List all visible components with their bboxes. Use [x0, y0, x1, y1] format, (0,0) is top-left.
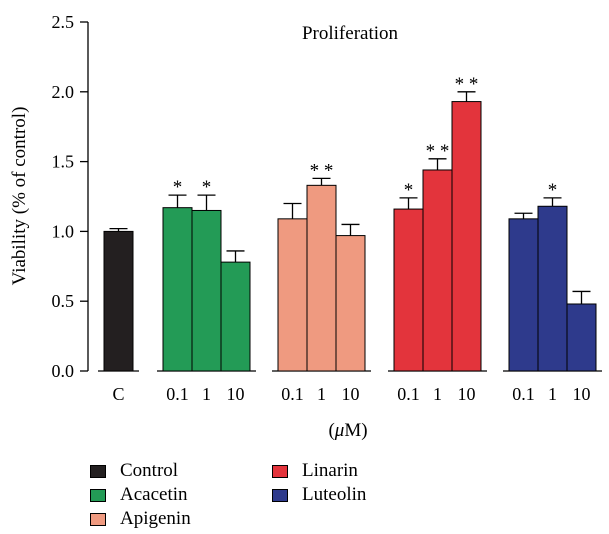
legend-label-luteolin: Luteolin — [302, 484, 367, 505]
y-tick-label: 2.0 — [52, 82, 75, 102]
significance-marker: * * — [455, 74, 479, 95]
x-tick-label: 0.1 — [397, 384, 420, 404]
significance-marker: * — [173, 177, 183, 198]
legend-swatch-luteolin — [272, 488, 288, 502]
x-axis-label: (μM) — [328, 420, 367, 441]
legend-swatch-acacetin — [90, 488, 106, 502]
bar-luteolin-0.1 — [508, 218, 539, 372]
x-tick-label: 1 — [433, 384, 442, 404]
x-tick-label: 1 — [202, 384, 211, 404]
bar-apigenin-0.1 — [277, 218, 308, 372]
bar-apigenin-10 — [335, 235, 366, 372]
y-tick-label: 0.0 — [52, 361, 75, 381]
legend-label-control: Control — [120, 460, 179, 481]
bar-luteolin-1 — [537, 205, 568, 372]
legend-swatch-control — [90, 464, 106, 478]
x-tick-label: 10 — [573, 384, 591, 404]
significance-marker: * * — [310, 160, 334, 181]
y-axis-label: Viability (% of control) — [9, 107, 30, 286]
bar-apigenin-1 — [306, 184, 337, 372]
bars-layer: C * 0.1 * 1 10 0.1 * * 1 10 * 0.1 * * 1 * * 10 0.1 * 1 10 — [103, 74, 597, 404]
legend-swatch-apigenin — [90, 512, 106, 526]
chart-title: Proliferation — [302, 23, 399, 44]
legend-item-linarin: Linarin — [272, 460, 358, 482]
y-tick-label: 1.5 — [52, 152, 75, 172]
y-tick-label: 2.5 — [52, 12, 75, 32]
significance-marker: * — [404, 180, 414, 201]
x-tick-label: 0.1 — [281, 384, 304, 404]
x-tick-label: C — [112, 384, 124, 404]
x-tick-label: 0.1 — [166, 384, 189, 404]
bar-linarin-0.1 — [393, 208, 424, 372]
bar-acacetin-10 — [220, 261, 251, 372]
legend-item-apigenin: Apigenin — [90, 508, 191, 530]
bar-acacetin-1 — [191, 209, 222, 372]
bar-acacetin-0.1 — [162, 207, 193, 372]
bar-control-C — [103, 230, 134, 372]
legend-label-linarin: Linarin — [302, 460, 358, 481]
x-tick-label: 0.1 — [512, 384, 535, 404]
x-tick-label: 1 — [548, 384, 557, 404]
legend-item-control: Control — [90, 460, 178, 482]
legend-item-acacetin: Acacetin — [90, 484, 188, 506]
x-tick-label: 10 — [458, 384, 476, 404]
y-tick-label: 1.0 — [52, 221, 75, 241]
legend: Control Acacetin Apigenin Linarin Luteol… — [90, 460, 510, 532]
significance-marker: * * — [426, 141, 450, 162]
significance-marker: * — [202, 177, 212, 198]
bar-linarin-1 — [422, 169, 453, 372]
legend-swatch-linarin — [272, 464, 288, 478]
bar-linarin-10 — [451, 101, 482, 372]
x-tick-label: 1 — [317, 384, 326, 404]
bar-luteolin-10 — [566, 303, 597, 372]
legend-item-luteolin: Luteolin — [272, 484, 366, 506]
legend-label-apigenin: Apigenin — [120, 508, 191, 529]
y-tick-label: 0.5 — [52, 291, 75, 311]
legend-label-acacetin: Acacetin — [120, 484, 188, 505]
x-tick-label: 10 — [342, 384, 360, 404]
significance-marker: * — [548, 180, 558, 201]
x-tick-label: 10 — [227, 384, 245, 404]
